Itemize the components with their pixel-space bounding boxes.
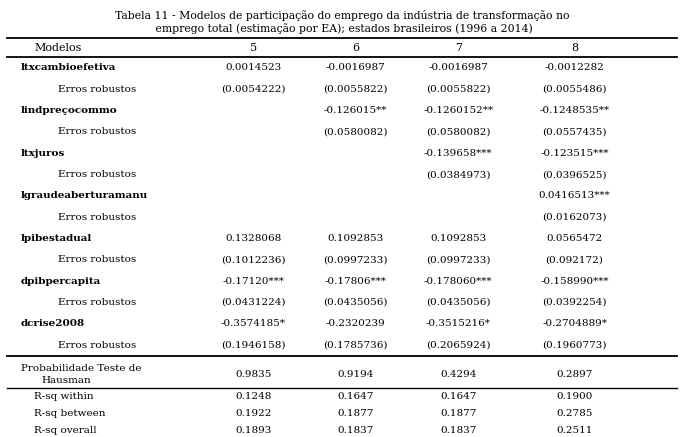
Text: (0.0435056): (0.0435056): [426, 298, 490, 307]
Text: (0.0580082): (0.0580082): [426, 128, 490, 136]
Text: Erros robustos: Erros robustos: [58, 128, 136, 136]
Text: -0.17806***: -0.17806***: [325, 277, 386, 286]
Text: (0.0055822): (0.0055822): [324, 85, 388, 94]
Text: Erros robustos: Erros robustos: [58, 85, 136, 94]
Text: (0.0055822): (0.0055822): [426, 85, 490, 94]
Text: (0.1785736): (0.1785736): [324, 341, 388, 350]
Text: R-sq overall: R-sq overall: [34, 426, 97, 435]
Text: 0.2897: 0.2897: [556, 370, 593, 379]
Text: -0.0012282: -0.0012282: [544, 63, 605, 73]
Text: 0.1837: 0.1837: [440, 426, 477, 435]
Text: (0.1960773): (0.1960773): [542, 341, 607, 350]
Text: (0.0997233): (0.0997233): [324, 255, 388, 264]
Text: (0.0162073): (0.0162073): [542, 213, 607, 222]
Text: 0.1092853: 0.1092853: [328, 234, 384, 243]
Text: 0.1092853: 0.1092853: [430, 234, 486, 243]
Text: (0.092172): (0.092172): [546, 255, 603, 264]
Text: -0.3515216*: -0.3515216*: [426, 319, 490, 328]
Text: 0.1837: 0.1837: [337, 426, 374, 435]
Text: 0.1248: 0.1248: [235, 392, 272, 401]
Text: -0.0016987: -0.0016987: [428, 63, 488, 73]
Text: -0.3574185*: -0.3574185*: [221, 319, 285, 328]
Text: 0.4294: 0.4294: [440, 370, 477, 379]
Text: (0.0384973): (0.0384973): [426, 170, 490, 179]
Text: -0.178060***: -0.178060***: [424, 277, 492, 286]
Text: lpibestadual: lpibestadual: [21, 234, 92, 243]
Text: 0.0416513***: 0.0416513***: [539, 191, 610, 200]
Text: (0.0055486): (0.0055486): [542, 85, 607, 94]
Text: ltxcambioefetiva: ltxcambioefetiva: [21, 63, 116, 73]
Text: 0.1900: 0.1900: [556, 392, 593, 401]
Text: 0.1647: 0.1647: [337, 392, 374, 401]
Text: -0.2320239: -0.2320239: [326, 319, 386, 328]
Text: -0.17120***: -0.17120***: [222, 277, 284, 286]
Text: Erros robustos: Erros robustos: [58, 213, 136, 222]
Text: 0.1647: 0.1647: [440, 392, 477, 401]
Text: (0.0392254): (0.0392254): [542, 298, 607, 307]
Text: Erros robustos: Erros robustos: [58, 341, 136, 350]
Text: 0.9194: 0.9194: [337, 370, 374, 379]
Text: (0.1946158): (0.1946158): [221, 341, 285, 350]
Text: dcrise2008: dcrise2008: [21, 319, 85, 328]
Text: Erros robustos: Erros robustos: [58, 298, 136, 307]
Text: 0.1922: 0.1922: [235, 409, 272, 418]
Text: 0.1893: 0.1893: [235, 426, 272, 435]
Text: 0.0565472: 0.0565472: [547, 234, 603, 243]
Text: -0.1248535**: -0.1248535**: [540, 106, 609, 115]
Text: -0.123515***: -0.123515***: [540, 149, 609, 158]
Text: 0.1877: 0.1877: [337, 409, 374, 418]
Text: 0.2785: 0.2785: [556, 409, 593, 418]
Text: Hausman: Hausman: [41, 376, 91, 385]
Text: -0.126015**: -0.126015**: [324, 106, 387, 115]
Text: -0.1260152**: -0.1260152**: [423, 106, 493, 115]
Text: -0.139658***: -0.139658***: [424, 149, 492, 158]
Text: 0.1328068: 0.1328068: [225, 234, 281, 243]
Text: 6: 6: [352, 43, 359, 53]
Text: (0.0557435): (0.0557435): [542, 128, 607, 136]
Text: -0.158990***: -0.158990***: [540, 277, 609, 286]
Text: (0.0997233): (0.0997233): [426, 255, 490, 264]
Text: -0.2704889*: -0.2704889*: [542, 319, 607, 328]
Text: lgraudeaberturamanu: lgraudeaberturamanu: [21, 191, 148, 200]
Text: (0.0431224): (0.0431224): [221, 298, 285, 307]
Text: 8: 8: [571, 43, 578, 53]
Text: Erros robustos: Erros robustos: [58, 255, 136, 264]
Text: 0.9835: 0.9835: [235, 370, 272, 379]
Text: dpibpercapita: dpibpercapita: [21, 277, 101, 286]
Text: -0.0016987: -0.0016987: [326, 63, 386, 73]
Text: (0.2065924): (0.2065924): [426, 341, 490, 350]
Text: R-sq between: R-sq between: [34, 409, 106, 418]
Text: (0.0054222): (0.0054222): [221, 85, 285, 94]
Text: ltxjuros: ltxjuros: [21, 149, 65, 158]
Text: 7: 7: [455, 43, 462, 53]
Text: Erros robustos: Erros robustos: [58, 170, 136, 179]
Text: 0.0014523: 0.0014523: [225, 63, 281, 73]
Text: R-sq within: R-sq within: [34, 392, 94, 401]
Text: (0.0396525): (0.0396525): [542, 170, 607, 179]
Text: 5: 5: [250, 43, 256, 53]
Text: (0.0435056): (0.0435056): [324, 298, 388, 307]
Text: (0.0580082): (0.0580082): [324, 128, 388, 136]
Text: lindpreçocommo: lindpreçocommo: [21, 106, 117, 115]
Text: Modelos: Modelos: [34, 43, 81, 53]
Text: emprego total (estimação por EA); estados brasileiros (1996 a 2014): emprego total (estimação por EA); estado…: [152, 23, 532, 34]
Text: Probabilidade Teste de: Probabilidade Teste de: [21, 364, 141, 373]
Text: 0.2511: 0.2511: [556, 426, 593, 435]
Text: 0.1877: 0.1877: [440, 409, 477, 418]
Text: (0.1012236): (0.1012236): [221, 255, 285, 264]
Text: Tabela 11 - Modelos de participação do emprego da indústria de transformação no: Tabela 11 - Modelos de participação do e…: [115, 10, 569, 21]
